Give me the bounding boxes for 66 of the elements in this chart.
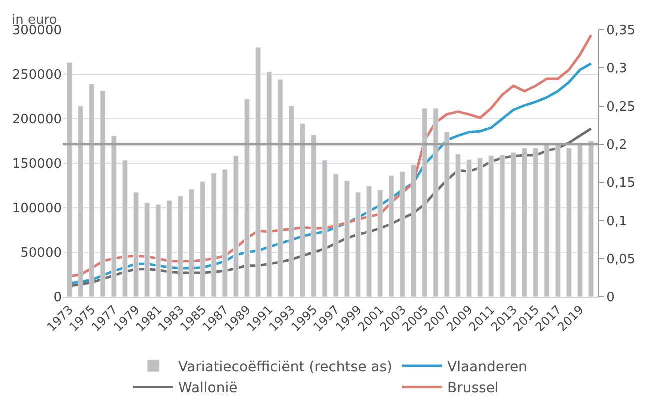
bar: [222, 169, 228, 297]
bar: [522, 148, 528, 297]
bar: [433, 108, 439, 297]
bar: [466, 159, 472, 297]
bar: [122, 160, 128, 297]
bar: [356, 192, 361, 297]
bar: [233, 156, 239, 297]
y2-tick-label: 0,35: [606, 24, 636, 39]
bar: [388, 175, 394, 297]
bar: [89, 84, 95, 297]
bar: [166, 200, 172, 297]
y-tick-label: 150000: [12, 157, 62, 172]
bar: [111, 136, 117, 297]
bar: [311, 135, 317, 297]
bar: [488, 156, 494, 297]
legend-label: Brussel: [448, 380, 499, 397]
bar: [478, 158, 484, 297]
bar: [100, 90, 106, 297]
bar: [256, 47, 262, 297]
bar: [211, 173, 217, 297]
legend-label: Variatiecoëfficiënt (rechtse as): [178, 359, 392, 376]
bar: [322, 160, 328, 297]
bar: [66, 62, 72, 297]
bar: [544, 144, 550, 297]
legend-label: Wallonië: [178, 380, 238, 397]
y-tick-label: 100000: [12, 202, 62, 217]
y2-tick-label: 0: [606, 290, 615, 306]
y2-tick-label: 0,05: [606, 252, 636, 268]
bar: [411, 164, 416, 297]
bar: [344, 180, 350, 297]
bar: [510, 152, 516, 297]
bar: [78, 106, 84, 297]
bar: [244, 99, 250, 297]
bar: [566, 148, 572, 297]
y-tick-label: 250000: [12, 68, 62, 84]
bar: [555, 144, 561, 297]
bar: [400, 172, 406, 297]
bar: [144, 202, 150, 297]
y2-tick-label: 0,25: [606, 100, 636, 115]
y2-tick-label: 0,1: [606, 214, 628, 230]
bar: [500, 154, 506, 297]
y-tick-label: 50000: [20, 246, 62, 262]
bar: [533, 148, 539, 297]
bar: [134, 192, 139, 297]
bar: [278, 79, 284, 297]
y2-tick-label: 0,3: [606, 62, 628, 77]
y2-tick-label: 0,15: [606, 176, 636, 192]
bar: [455, 154, 461, 297]
bar: [156, 204, 162, 297]
bar: [588, 141, 594, 297]
y-tick-label: 0: [54, 290, 62, 306]
bar: [266, 72, 272, 297]
bar: [444, 132, 450, 297]
bar: [378, 190, 384, 297]
bar: [366, 186, 372, 297]
bar: [577, 144, 583, 297]
bar: [333, 174, 339, 297]
bar: [422, 108, 428, 297]
bar: [300, 124, 306, 297]
bar: [200, 182, 206, 297]
bar: [189, 189, 194, 297]
y-tick-label: 200000: [12, 112, 62, 128]
bar: [288, 106, 294, 297]
legend-label: Vlaanderen: [448, 359, 528, 376]
bar: [178, 196, 184, 297]
y2-tick-label: 0,2: [606, 138, 628, 153]
